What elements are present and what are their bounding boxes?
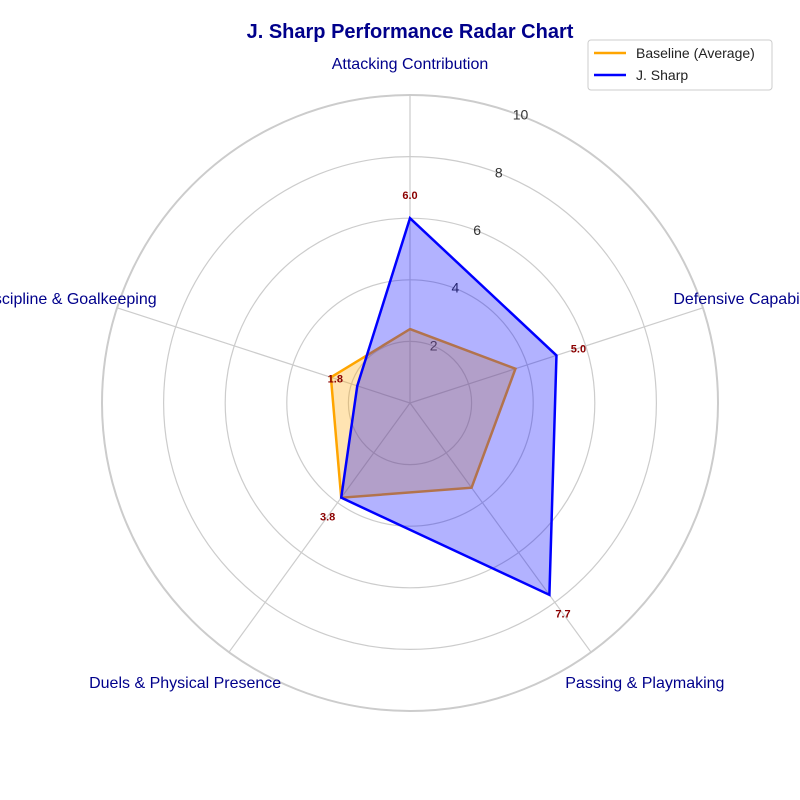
r-tick-label: 8 — [495, 164, 503, 180]
series-area — [330, 329, 516, 498]
data-label: 7.7 — [555, 609, 570, 621]
grid-spoke — [228, 402, 411, 653]
data-label: 5.0 — [571, 343, 586, 355]
data-label: 1.8 — [328, 374, 343, 386]
legend-box — [587, 39, 773, 91]
label-layer: 6.0 5.0 7.7 3.8 1.8 — [320, 190, 586, 620]
grid: 2 4 6 8 10 Attacking Contribution Defensive Ca… — [0, 56, 800, 712]
axis-label: Passing & Playmaking — [565, 675, 724, 692]
legend: Baseline (Average) J. Sharp — [587, 39, 773, 91]
legend-label-baseline: Baseline (Average) — [636, 45, 755, 61]
axis-label: Attacking Contribution — [332, 56, 489, 73]
grid-spoke — [409, 402, 592, 653]
series-line — [329, 327, 518, 500]
r-tick-label: 6 — [473, 222, 481, 238]
chart-title: J. Sharp Performance Radar Chart — [247, 21, 574, 43]
series-line — [339, 215, 558, 597]
series-area — [341, 218, 557, 595]
series-layer — [329, 215, 558, 597]
grid-spoke — [116, 307, 411, 404]
axis-label: Defensive Capability — [673, 291, 800, 308]
r-tick-label: 4 — [452, 280, 460, 296]
data-label: 6.0 — [402, 190, 417, 202]
axis-label: Duels & Physical Presence — [89, 675, 281, 692]
axis-label: Discipline & Goalkeeping — [0, 291, 157, 308]
data-label: 3.8 — [320, 511, 335, 523]
legend-label-j-sharp: J. Sharp — [636, 67, 688, 83]
r-tick-label: 2 — [430, 337, 438, 353]
r-tick-label: 10 — [513, 107, 529, 123]
